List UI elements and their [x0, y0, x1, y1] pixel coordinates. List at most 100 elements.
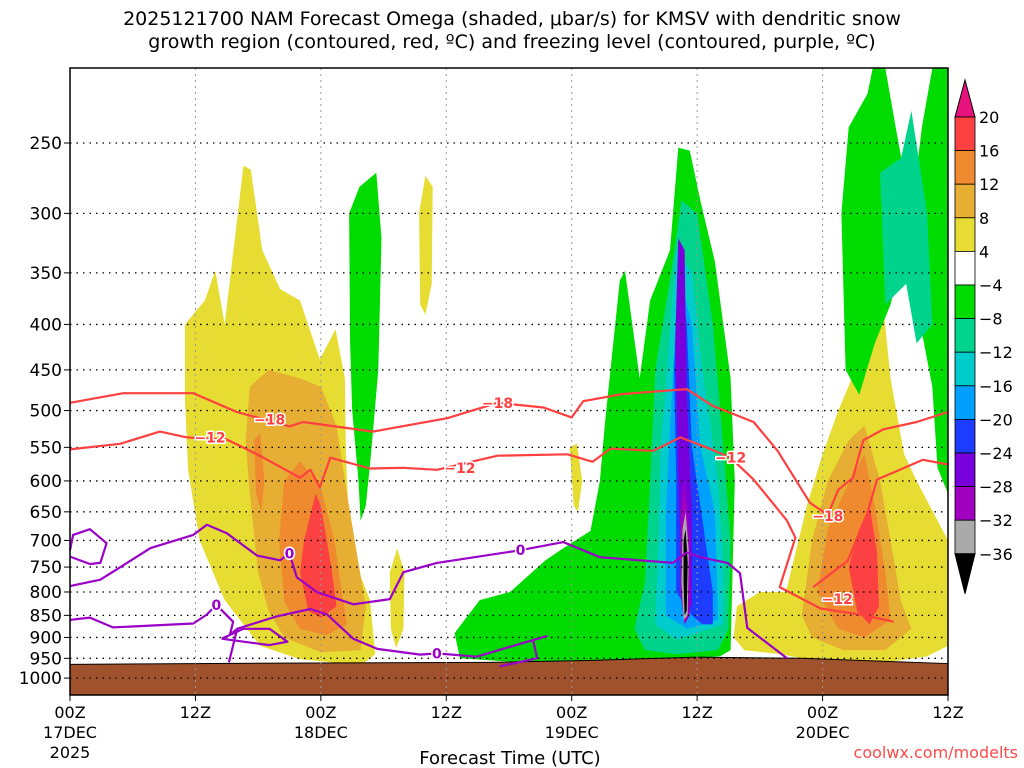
omega-region: [880, 110, 933, 344]
colorbar-label: −12: [979, 343, 1013, 362]
x-tick-label: 18DEC: [294, 723, 348, 742]
colorbar-bin: [954, 385, 976, 420]
contour-labels: −18 −18 −18 −12 −12 −12 −12 0 0 0 0: [193, 394, 854, 664]
ground-layer: [69, 656, 949, 696]
colorbar-label: −36: [979, 545, 1013, 564]
colorbar-label: 16: [979, 142, 999, 161]
chart-title: 2025121700 NAM Forecast Omega (shaded, μ…: [0, 8, 1024, 54]
x-tick-label: 2025: [50, 743, 91, 762]
colorbar-bin: [954, 284, 976, 319]
omega-region: [675, 238, 692, 607]
y-tick-label: 400: [30, 315, 62, 335]
x-tick-label: 00Z: [556, 703, 587, 722]
y-tick-label: 750: [30, 558, 62, 578]
y-tick-label: 550: [30, 438, 62, 458]
y-tick-label: 450: [30, 361, 62, 381]
omega-region: [419, 175, 433, 315]
ground-surface: [69, 656, 949, 696]
colorbar-bin: [954, 318, 976, 353]
colorbar-label: −20: [979, 410, 1013, 429]
y-tick-label: 950: [30, 649, 62, 669]
freezing-level-contour: [69, 603, 548, 668]
y-tick-label: 600: [30, 472, 62, 492]
x-tick-label: 12Z: [932, 703, 963, 722]
dgz-temperature-contour: [812, 458, 949, 588]
x-axis-label: Forecast Time (UTC): [419, 748, 600, 768]
title-line-2: growth region (contoured, red, ºC) and f…: [148, 31, 876, 53]
colorbar-label: −28: [979, 478, 1013, 497]
colorbar-bin: [954, 217, 976, 252]
contour-label: 0: [516, 543, 526, 559]
y-tick-label: 650: [30, 503, 62, 523]
colorbar-bin: [954, 183, 976, 219]
colorbar-label: 4: [979, 242, 989, 261]
y-tick-label: 700: [30, 531, 62, 551]
y-tick-label: 350: [30, 264, 62, 284]
contour-label: −12: [715, 451, 746, 467]
y-tick-label: 900: [30, 628, 62, 648]
contour-label: 0: [432, 646, 442, 662]
x-tick-label: 12Z: [180, 703, 211, 722]
contour-label: 0: [285, 546, 295, 562]
colorbar-bin: [954, 452, 976, 487]
colorbar-label: 20: [979, 108, 999, 127]
y-tick-label: 500: [30, 402, 62, 422]
freezing-level-contour: [227, 628, 239, 663]
colorbar-max-arrow: [954, 78, 976, 118]
freezing-level-contour: [69, 523, 788, 660]
colorbar-label: 8: [979, 209, 989, 228]
contour-label: −18: [482, 396, 513, 412]
colorbar-min-arrow: [954, 553, 976, 594]
dgz-temperature-contour: [69, 430, 894, 623]
colorbar-label: −16: [979, 377, 1013, 396]
omega-region: [349, 172, 382, 521]
x-tick-label: 12Z: [431, 703, 462, 722]
y-tick-label: 800: [30, 583, 62, 603]
colorbar-label: 12: [979, 175, 999, 194]
colorbar-label: −8: [979, 310, 1003, 329]
dgz-temperature-contour: [69, 388, 949, 516]
contour-label: −12: [822, 592, 853, 608]
y-tick-label: 300: [30, 204, 62, 224]
colorbar-bin: [954, 418, 976, 454]
x-tick-label: 20DEC: [796, 723, 850, 742]
contour-label: −12: [194, 430, 225, 446]
x-tick-label: 00Z: [305, 703, 336, 722]
title-line-1: 2025121700 NAM Forecast Omega (shaded, μ…: [123, 8, 901, 30]
contour-label: 0: [211, 598, 221, 614]
omega-region: [569, 443, 583, 512]
colorbar-label: −24: [979, 444, 1013, 463]
x-tick-label: 17DEC: [43, 723, 97, 742]
plot-frame: [69, 67, 949, 696]
colorbar-bin: [954, 351, 976, 387]
freezing-level-contour: [68, 528, 108, 566]
x-tick-label: 19DEC: [545, 723, 599, 742]
contour-label: −18: [812, 509, 843, 525]
x-tick-label: 00Z: [54, 703, 85, 722]
contour-lines: [68, 388, 949, 668]
y-tick-label: 250: [30, 134, 62, 154]
omega-region: [389, 548, 405, 648]
colorbar-bin: [954, 116, 976, 151]
colorbar-bin: [954, 150, 976, 185]
colorbar-bin: [954, 486, 976, 521]
contour-label: −18: [254, 413, 285, 429]
y-tick-label: 1000: [19, 669, 62, 689]
omega-region: [848, 505, 879, 625]
omega-region: [683, 529, 688, 616]
omega-region: [254, 433, 265, 512]
x-tick-label: 12Z: [681, 703, 712, 722]
freezing-level-contour: [221, 627, 289, 647]
colorbar-label: −4: [979, 276, 1003, 295]
y-tick-label: 850: [30, 606, 62, 626]
y-axis: 2503003504004505005506006507007508008509…: [19, 134, 70, 689]
contour-label: −12: [444, 461, 475, 477]
omega-shading: [185, 68, 948, 666]
credit-link[interactable]: coolwx.com/modelts: [854, 743, 1018, 762]
colorbar-bin: [954, 519, 976, 555]
colorbar-bin: [954, 250, 976, 286]
x-tick-label: 00Z: [807, 703, 838, 722]
colorbar: 20 16 12 8 4 −4 −8 −12 −16 −20 −24 −28 −32 −36: [954, 78, 1013, 594]
colorbar-label: −32: [979, 511, 1013, 530]
